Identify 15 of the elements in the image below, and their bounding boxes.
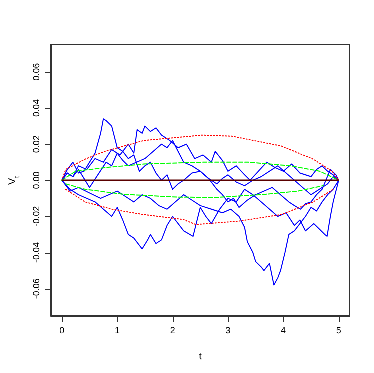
x-axis-title: t — [199, 352, 202, 362]
y-axis-title: Vt — [8, 175, 22, 185]
x-tick-label: 2 — [170, 326, 176, 336]
x-tick-label: 0 — [60, 326, 65, 336]
x-tick-label: 3 — [226, 326, 231, 336]
y-tick-label: 0.06 — [32, 63, 42, 81]
x-tick-label: 5 — [336, 326, 342, 336]
y-tick-label: -0.02 — [32, 206, 42, 227]
x-tick-label: 1 — [114, 326, 120, 336]
y-tick-label: 0.00 — [32, 172, 42, 190]
y-tick-label: -0.04 — [32, 242, 42, 264]
x-tick-label: 4 — [281, 326, 286, 336]
y-tick-label: 0.02 — [32, 136, 42, 154]
y-tick-label: 0.04 — [32, 99, 42, 117]
y-tick-label: -0.06 — [32, 278, 42, 300]
